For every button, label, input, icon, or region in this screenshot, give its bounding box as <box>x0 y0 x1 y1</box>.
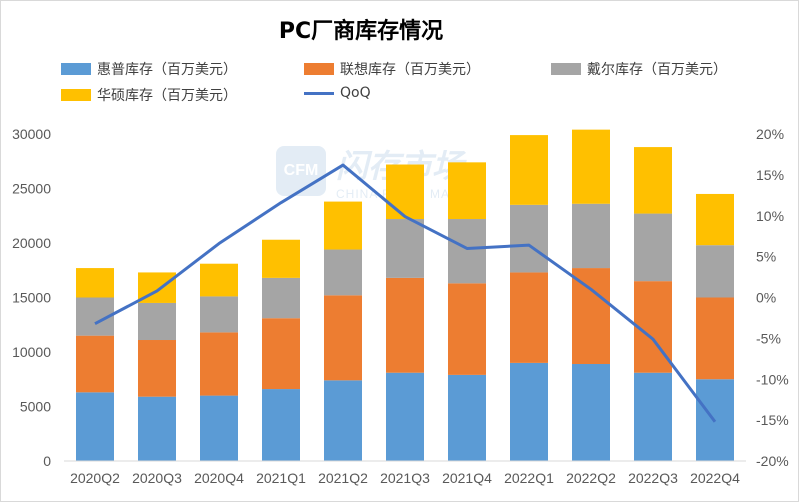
x-tick-label: 2022Q2 <box>566 470 616 486</box>
y-left-tick-label: 20000 <box>12 235 51 251</box>
bar-segment <box>510 272 548 363</box>
legend-line-qoq <box>304 91 334 95</box>
y-left-tick-label: 30000 <box>12 126 51 142</box>
legend-swatch-hp <box>61 63 91 75</box>
x-tick-label: 2022Q1 <box>504 470 554 486</box>
bar-segment <box>386 164 424 220</box>
legend-label-qoq: QoQ <box>340 85 371 101</box>
bar-segment <box>200 296 238 333</box>
bar-segment <box>76 392 114 461</box>
legend-label-lenovo: 联想库存（百万美元） <box>340 62 480 78</box>
bar-segment <box>262 389 300 461</box>
legend-item-dell: 戴尔库存（百万美元） <box>551 59 727 79</box>
legend-label-hp: 惠普库存（百万美元） <box>97 62 237 78</box>
y-right-tick-label: 10% <box>756 208 784 224</box>
y-right-tick-label: 15% <box>756 167 784 183</box>
bar-segment <box>200 263 238 297</box>
legend-swatch-lenovo <box>304 63 334 75</box>
y-right-tick-label: 0% <box>756 290 776 306</box>
bar-segment <box>448 162 486 220</box>
x-tick-label: 2021Q2 <box>318 470 368 486</box>
bar-segment <box>696 245 734 298</box>
y-left-tick-label: 15000 <box>12 290 51 306</box>
bar-segment <box>386 219 424 278</box>
bar-segment <box>324 249 362 296</box>
y-right-tick-label: -15% <box>756 412 789 428</box>
bar-segment <box>262 239 300 278</box>
x-tick-label: 2022Q4 <box>690 470 740 486</box>
y-left-tick-label: 25000 <box>12 181 51 197</box>
bar-segment <box>572 363 610 461</box>
x-tick-label: 2022Q3 <box>628 470 678 486</box>
bar-segment <box>510 135 548 205</box>
x-tick-label: 2021Q4 <box>442 470 492 486</box>
bar-segment <box>572 268 610 364</box>
bar-segment <box>200 395 238 461</box>
legend-label-asus: 华硕库存（百万美元） <box>97 88 237 104</box>
chart-title: PC厂商库存情况 <box>278 19 444 44</box>
legend-swatch-dell <box>551 63 581 75</box>
bar-segment <box>76 335 114 393</box>
bar-segment <box>262 277 300 319</box>
bar-segment <box>262 318 300 390</box>
legend-item-asus: 华硕库存（百万美元） <box>61 85 237 105</box>
bar-segment <box>572 129 610 204</box>
y-right-tick-label: -20% <box>756 453 789 469</box>
legend-item-qoq: QoQ <box>304 85 371 101</box>
bar-segment <box>448 283 486 375</box>
bar-segment <box>138 340 176 397</box>
x-tick-label: 2020Q2 <box>70 470 120 486</box>
bar-segment <box>448 219 486 284</box>
y-right-tick-label: 20% <box>756 126 784 142</box>
y-right-tick-label: 5% <box>756 249 776 265</box>
bar-segment <box>386 372 424 461</box>
x-tick-label: 2021Q3 <box>380 470 430 486</box>
bar-segment <box>510 204 548 273</box>
bar-segment <box>324 295 362 381</box>
legend-label-dell: 戴尔库存（百万美元） <box>587 62 727 78</box>
bar-segment <box>324 380 362 461</box>
y-right-tick-label: -5% <box>756 330 781 346</box>
y-right-tick-label: -10% <box>756 371 789 387</box>
bar-segment <box>634 147 672 214</box>
bar-segment <box>634 213 672 282</box>
x-tick-label: 2021Q1 <box>256 470 306 486</box>
bar-segment <box>386 277 424 373</box>
bar-segment <box>138 302 176 341</box>
y-left-tick-label: 10000 <box>12 344 51 360</box>
bar-segment <box>448 374 486 461</box>
bar-segment <box>324 201 362 250</box>
y-left-tick-label: 5000 <box>20 399 51 415</box>
legend: 惠普库存（百万美元） 联想库存（百万美元） 戴尔库存（百万美元） 华硕库存（百万… <box>1 1 799 111</box>
bar-segment <box>76 268 114 298</box>
bar-segment <box>572 203 610 269</box>
qoq-line <box>94 163 717 423</box>
bar-segment <box>138 396 176 461</box>
x-tick-label: 2020Q4 <box>194 470 244 486</box>
x-tick-label: 2020Q3 <box>132 470 182 486</box>
bar-segment <box>200 332 238 396</box>
legend-item-lenovo: 联想库存（百万美元） <box>304 59 480 79</box>
bar-segment <box>696 297 734 380</box>
bar-segment <box>696 193 734 246</box>
y-left-tick-label: 0 <box>43 453 51 469</box>
bar-segment <box>634 372 672 461</box>
legend-item-hp: 惠普库存（百万美元） <box>61 59 237 79</box>
legend-swatch-asus <box>61 89 91 101</box>
bar-segment <box>510 362 548 461</box>
